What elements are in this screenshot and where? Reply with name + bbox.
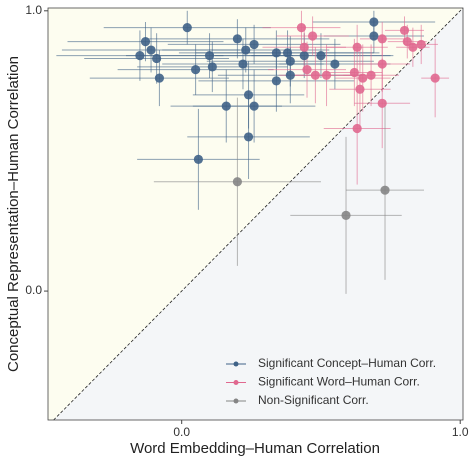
point bbox=[282, 48, 293, 58]
point bbox=[152, 53, 162, 64]
point bbox=[243, 90, 254, 100]
point bbox=[349, 67, 359, 78]
point bbox=[249, 39, 259, 50]
point bbox=[243, 132, 254, 142]
lower-region bbox=[48, 8, 463, 420]
y-tick-label: 1.0 bbox=[25, 3, 42, 17]
point bbox=[321, 70, 332, 80]
point bbox=[358, 73, 368, 83]
upper-region bbox=[48, 8, 463, 420]
legend-symbol-dot bbox=[233, 361, 239, 367]
point bbox=[377, 34, 387, 44]
point bbox=[416, 39, 426, 50]
point bbox=[369, 17, 379, 27]
point bbox=[238, 59, 248, 69]
point bbox=[193, 154, 204, 164]
legend-label: Significant Concept–Human Corr. bbox=[258, 356, 436, 370]
legend-symbol-dot bbox=[233, 380, 239, 385]
point bbox=[182, 23, 192, 33]
point bbox=[355, 84, 365, 94]
point bbox=[207, 62, 217, 72]
point bbox=[307, 31, 318, 41]
point bbox=[399, 25, 410, 36]
point bbox=[380, 185, 390, 195]
point bbox=[241, 45, 251, 55]
legend-symbol-dot bbox=[233, 398, 239, 404]
point bbox=[408, 42, 418, 52]
point bbox=[352, 42, 362, 52]
point bbox=[299, 51, 309, 61]
point bbox=[140, 37, 151, 47]
point bbox=[285, 56, 295, 66]
point bbox=[302, 65, 312, 75]
point bbox=[341, 210, 351, 221]
point bbox=[271, 48, 281, 58]
point bbox=[330, 59, 340, 69]
point bbox=[310, 70, 320, 80]
point bbox=[369, 31, 379, 41]
point bbox=[366, 70, 376, 80]
point bbox=[135, 51, 145, 61]
point bbox=[232, 177, 242, 187]
point bbox=[146, 45, 156, 55]
point bbox=[299, 42, 309, 52]
point bbox=[430, 73, 440, 83]
panel-border bbox=[47, 7, 464, 421]
point bbox=[377, 59, 387, 69]
point bbox=[154, 73, 165, 83]
y-tick-label: 0.0 bbox=[25, 283, 42, 297]
point bbox=[249, 101, 259, 111]
point bbox=[352, 123, 362, 134]
point bbox=[191, 65, 201, 75]
point bbox=[285, 70, 295, 80]
legend-label: Non-Significant Corr. bbox=[258, 393, 369, 407]
point bbox=[316, 51, 326, 61]
point bbox=[204, 51, 215, 61]
point bbox=[402, 37, 412, 47]
point bbox=[221, 101, 231, 111]
x-tick-label: 0.0 bbox=[173, 425, 190, 439]
point bbox=[296, 23, 307, 33]
y-axis-title: Conceptual Representation–Human Correlat… bbox=[5, 56, 22, 372]
legend-label: Significant Word–Human Corr. bbox=[258, 375, 420, 389]
point bbox=[232, 34, 242, 44]
point bbox=[271, 76, 281, 86]
identity-line bbox=[53, 7, 464, 421]
x-tick-label: 1.0 bbox=[452, 425, 469, 439]
point bbox=[377, 98, 387, 108]
x-axis-title: Word Embedding–Human Correlation bbox=[130, 440, 380, 457]
